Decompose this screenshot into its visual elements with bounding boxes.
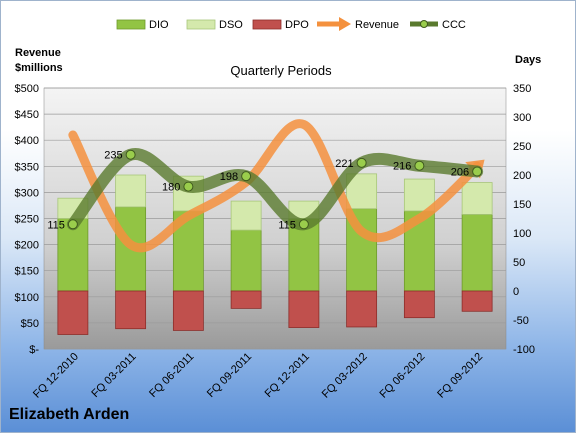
y-left-tick-label: $500 [15,83,39,95]
dpo-bar [115,290,147,330]
legend-swatch-dio [116,19,146,30]
company-name: Elizabeth Arden [9,406,130,423]
dpo-bar [230,290,262,309]
dso-bar [403,178,435,212]
ccc-data-label: 206 [451,167,469,179]
legend-swatch-dpo [252,19,282,30]
y-right-tick-label: 250 [513,141,531,153]
y-left-tick-label: $300 [15,187,39,199]
x-tick-label: FQ 12-2010 [31,351,81,401]
y-left-tick-label: $200 [15,240,39,252]
x-tick-label: FQ 03-2012 [320,351,370,401]
y-left-tick-label: $400 [15,135,39,147]
y-right-tick-label: 0 [513,286,519,298]
legend: DIO DSO DPO Revenue CCC [116,17,466,31]
dpo-bar [346,290,378,328]
legend-label-ccc: CCC [442,19,466,31]
x-tick-label: FQ 06-2011 [147,351,196,400]
y-right-tick-label: 150 [513,199,531,211]
dso-bar [115,174,147,208]
legend-swatch-ccc-dot [420,20,428,28]
y-right-tick-label: -50 [513,315,529,327]
x-tick-label: FQ 09-2011 [205,351,254,400]
legend-label-dpo: DPO [285,19,309,31]
y-left-tick-label: $250 [15,214,39,226]
ccc-point [298,219,309,230]
dso-bar [461,182,493,215]
y-left-tick-label: $450 [15,109,39,121]
x-tick-label: FQ 06-2012 [378,351,428,401]
dpo-bar [172,290,204,331]
y-left-tick-label: $350 [15,161,39,173]
dpo-bar [288,290,320,328]
ccc-point [67,219,78,230]
x-tick-label: FQ 09-2012 [435,351,485,401]
legend-label-revenue: Revenue [355,19,399,31]
ccc-data-label: 216 [393,161,411,173]
y-right-label: Days [515,54,541,66]
y-right-tick-label: 50 [513,257,525,269]
y-right-tick-label: 100 [513,228,531,240]
legend-swatch-revenue-arrow [339,17,351,31]
dpo-bar [461,290,493,312]
y-left-tick-label: $50 [21,318,39,330]
dso-bar [230,200,262,231]
x-tick-label: FQ 03-2011 [89,351,138,400]
ccc-point [125,149,136,160]
ccc-data-label: 221 [335,158,353,170]
ccc-point [183,181,194,192]
chart-title: Quarterly Periods [230,63,332,78]
dio-bar [288,218,320,292]
y-left-label-line2: $millions [15,62,63,74]
ccc-data-label: 115 [47,219,65,231]
ccc-point [472,166,483,177]
ccc-data-label: 115 [278,219,296,231]
y-right-tick-label: -100 [513,344,535,356]
ccc-point [241,171,252,182]
dpo-bar [57,290,89,335]
dio-bar [461,214,493,292]
y-right-tick-label: 200 [513,170,531,182]
legend-label-dio: DIO [149,19,169,31]
dpo-bar [403,290,435,319]
ccc-data-label: 235 [104,150,122,162]
y-left-tick-label: $- [29,344,39,356]
y-left-tick-label: $150 [15,266,39,278]
legend-label-dso: DSO [219,19,243,31]
revenue-line [68,119,482,253]
x-tick-label: FQ 12-2011 [263,351,312,400]
ccc-point [356,157,367,168]
ccc-data-label: 180 [162,182,180,194]
y-left-tick-label: $100 [15,292,39,304]
y-right-tick-label: 350 [513,83,531,95]
y-right-tick-label: 300 [513,112,531,124]
bars-group [57,173,493,335]
y-left-label-line1: Revenue [15,47,61,59]
dio-bar [57,218,89,292]
ccc-point [414,160,425,171]
legend-swatch-dso [186,19,216,30]
lines-group: 115 235 180 198 115 221 216 206 [47,119,485,253]
ccc-data-label: 198 [220,171,238,183]
dio-bar [230,229,262,292]
